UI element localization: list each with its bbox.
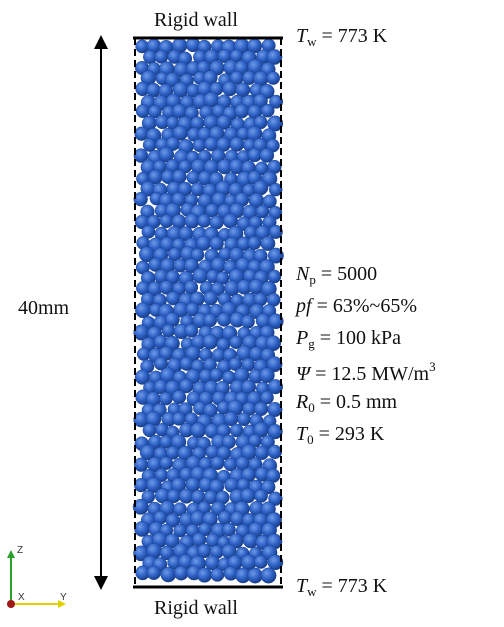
particle [266, 71, 281, 85]
particle [190, 422, 207, 439]
particle [240, 314, 255, 329]
particle [260, 390, 274, 405]
particle [142, 138, 157, 152]
particle [209, 368, 224, 382]
height-label: 40mm [18, 297, 70, 319]
parameter-1: pf = 63%~65% [296, 295, 417, 317]
particle [203, 290, 219, 306]
particle [267, 115, 284, 132]
particle [217, 510, 233, 525]
axis-x-label: X [18, 592, 25, 603]
particle [237, 412, 251, 427]
particle [142, 423, 157, 438]
parameter-4: R0 = 0.5 mm [296, 391, 398, 415]
particle [259, 367, 275, 383]
parameter-3: Ψ = 12.5 MW/m3 [296, 359, 436, 385]
particle [210, 567, 225, 582]
particle [267, 269, 282, 284]
axis-triad [7, 550, 66, 608]
axis-z-label: Z [17, 545, 24, 556]
parameter-0: Np = 5000 [296, 263, 378, 287]
particle [159, 456, 174, 470]
particle [136, 347, 151, 361]
particle [267, 444, 283, 460]
bottom-wall-label: Rigid wall [154, 597, 238, 619]
particle [247, 567, 263, 584]
particle [148, 104, 162, 119]
particle [202, 334, 218, 350]
particle [161, 323, 176, 338]
particle [253, 179, 269, 196]
particle [221, 522, 236, 537]
particle [253, 401, 269, 417]
particle [141, 490, 156, 504]
particle [260, 103, 275, 118]
particle [268, 182, 283, 197]
particle [159, 214, 174, 229]
top-wall-temperature: Tw = 773 K [296, 25, 388, 49]
particle [260, 236, 276, 251]
particle [210, 455, 225, 471]
particle [268, 224, 283, 239]
particle [133, 477, 149, 493]
particle [259, 148, 275, 163]
parameter-5: T0 = 293 K [296, 423, 385, 447]
particle [135, 104, 150, 119]
particle [229, 136, 245, 152]
particle [267, 554, 284, 571]
particle [135, 302, 151, 319]
particle [262, 194, 277, 209]
particle [267, 313, 284, 330]
particle [173, 502, 187, 517]
particle [253, 554, 268, 569]
particle [234, 103, 250, 119]
particle [133, 457, 149, 472]
particle [267, 379, 284, 395]
axis-y-label: Y [60, 592, 67, 603]
particle [146, 565, 161, 581]
particle [172, 389, 187, 405]
particle [134, 126, 149, 141]
particle [254, 489, 268, 503]
particle [240, 488, 256, 504]
particle [203, 313, 218, 328]
particle [266, 49, 283, 65]
particle [134, 520, 151, 537]
particle [260, 567, 277, 584]
particle [222, 81, 238, 97]
top-wall-label: Rigid wall [154, 9, 238, 31]
bottom-wall-temperature: Tw = 773 K [296, 575, 388, 599]
particle [184, 280, 199, 295]
particle [159, 391, 173, 406]
particle [267, 401, 283, 418]
particle [184, 323, 199, 338]
particle [196, 567, 213, 583]
particle [267, 423, 283, 440]
particle [223, 411, 239, 427]
particle [158, 146, 175, 163]
particle [216, 312, 232, 327]
particle [269, 94, 284, 109]
particle [197, 213, 212, 228]
parameter-2: Pg = 100 kPa [296, 327, 401, 351]
particle [268, 491, 283, 506]
particle [267, 247, 284, 264]
particle [160, 566, 177, 583]
particle-bed [132, 37, 284, 584]
particle [133, 192, 148, 207]
particle [173, 565, 189, 581]
particle [192, 267, 209, 284]
particle [247, 236, 262, 250]
particle [266, 356, 283, 373]
